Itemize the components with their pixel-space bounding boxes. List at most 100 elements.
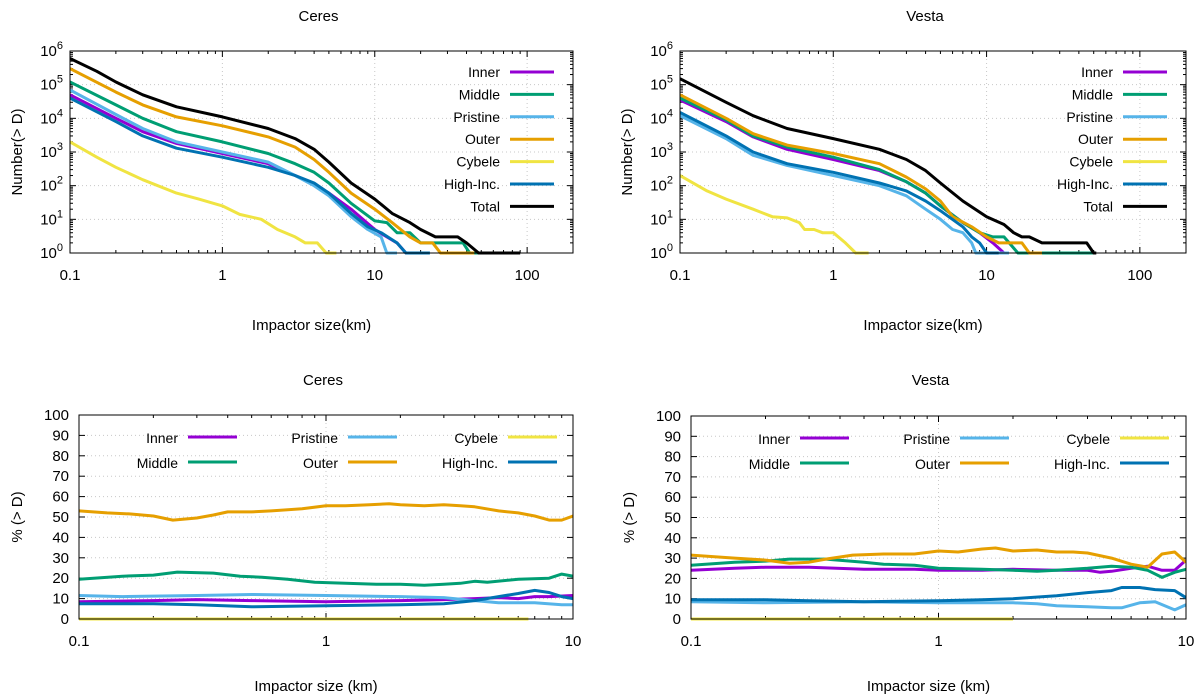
legend-label: Middle	[137, 455, 178, 471]
legend-label: Middle	[749, 456, 790, 472]
chart-title: Vesta	[906, 8, 944, 25]
y-tick-label: 104	[650, 107, 673, 127]
y-axis-label: % (> D)	[9, 491, 26, 542]
y-tick-label: 50	[52, 509, 69, 526]
y-tick-label: 101	[650, 208, 673, 228]
legend-item: High-Inc.	[444, 176, 554, 192]
vesta-percent-chart: 0.1 1 100102030405060708090100VestaImpacto…	[621, 372, 1194, 695]
series-line-pristine	[680, 114, 1009, 255]
legend-label: Total	[1083, 198, 1113, 214]
chart-title: Vesta	[912, 372, 950, 389]
legend-label: Outer	[465, 131, 500, 147]
y-tick-label: 40	[52, 529, 69, 546]
legend-label: Outer	[303, 455, 338, 471]
series-line-total	[70, 57, 521, 255]
x-tick-label: 100	[1127, 267, 1152, 284]
x-axis-label: Impactor size (km)	[867, 678, 990, 695]
plot-frame	[690, 415, 1187, 620]
series-line-outer	[79, 502, 573, 522]
legend-item: Pristine	[291, 430, 397, 446]
legend-label: Inner	[1081, 64, 1113, 80]
series-line-middle	[691, 557, 1186, 579]
y-tick-label: 50	[664, 510, 681, 527]
legend-label: High-Inc.	[442, 455, 498, 471]
legend-item: Inner	[146, 430, 237, 446]
y-tick-label: 103	[650, 141, 673, 161]
legend-item: Cybele	[1069, 154, 1167, 170]
y-tick-label: 60	[664, 489, 681, 506]
y-tick-label: 100	[44, 407, 69, 424]
legend-label: Pristine	[453, 109, 500, 125]
y-axis-label: Number(> D)	[9, 108, 26, 195]
x-axis-label: Impactor size(km)	[863, 317, 982, 334]
series-line-pristine	[79, 593, 573, 607]
legend-label: Total	[470, 198, 500, 214]
legend-label: High-Inc.	[1057, 176, 1113, 192]
legend-label: Cybele	[456, 154, 500, 170]
y-tick-label: 60	[52, 489, 69, 506]
legend-label: Inner	[146, 430, 178, 446]
legend-item: Pristine	[1066, 109, 1167, 125]
y-tick-label: 70	[664, 469, 681, 486]
plot-frame	[78, 414, 574, 620]
x-tick-label: 100	[515, 267, 540, 284]
legend: Inner Middle Pristine Outer Cybele High-Inc. T…	[1057, 64, 1167, 214]
y-tick-label: 30	[52, 550, 69, 567]
legend-label: Inner	[758, 431, 790, 447]
legend: Inner Middle Pristine Outer Cybele High-Inc.	[749, 431, 1169, 472]
y-tick-label: 10	[664, 591, 681, 608]
legend-label: Outer	[1078, 131, 1113, 147]
y-tick-label: 70	[52, 468, 69, 485]
series-line-outer	[691, 546, 1186, 569]
vesta-cumulative-chart: 0.1 1 10 100 100 101 102 103 104 105 106 Vesta Impac…	[619, 8, 1187, 334]
x-tick-label: 0.1	[670, 267, 691, 284]
x-tick-label: 1	[934, 633, 942, 650]
legend-item: Middle	[1072, 86, 1167, 102]
plot-frame	[679, 50, 1187, 254]
legend-item: High-Inc.	[1057, 176, 1167, 192]
y-axis-label: Number(> D)	[619, 108, 636, 195]
legend-item: Outer	[1078, 131, 1167, 147]
x-axis-label: Impactor size (km)	[254, 678, 377, 695]
x-tick-label: 0.1	[681, 633, 702, 650]
series-line-cybele	[680, 174, 869, 255]
y-tick-label: 80	[52, 448, 69, 465]
legend-label: Pristine	[1066, 109, 1113, 125]
y-tick-label: 100	[40, 242, 63, 262]
y-tick-label: 105	[40, 74, 63, 94]
series-line-middle	[680, 96, 1094, 255]
legend-item: Cybele	[456, 154, 554, 170]
series-line-high-inc	[680, 111, 999, 255]
plot-frame	[69, 50, 574, 254]
legend-label: Inner	[468, 64, 500, 80]
y-tick-label: 0	[61, 611, 69, 628]
series-line-pristine	[70, 88, 397, 255]
y-tick-label: 20	[52, 570, 69, 587]
x-tick-label: 10	[1178, 633, 1195, 650]
legend-item: Inner	[1081, 64, 1167, 80]
series-line-high-inc	[691, 586, 1186, 604]
legend-item: Outer	[915, 456, 1009, 472]
legend-label: Cybele	[454, 430, 498, 446]
legend-label: High-Inc.	[1054, 456, 1110, 472]
legend-item: High-Inc.	[1054, 456, 1169, 472]
y-tick-label: 100	[656, 408, 681, 425]
y-tick-label: 90	[52, 427, 69, 444]
legend-item: Total	[470, 198, 554, 214]
x-tick-label: 0.1	[60, 267, 81, 284]
legend-item: Middle	[137, 455, 237, 471]
x-tick-label: 1	[829, 267, 837, 284]
legend-item: Middle	[749, 456, 849, 472]
legend: Inner Middle Pristine Outer Cybele High-Inc.	[137, 430, 557, 471]
series-line-middle	[79, 570, 573, 587]
series-line-inner	[79, 594, 573, 604]
series-line-high-inc	[79, 588, 573, 609]
y-tick-label: 105	[650, 74, 673, 94]
series-line-outer	[680, 93, 1042, 255]
y-tick-label: 20	[664, 570, 681, 587]
series-line-total	[680, 77, 1097, 255]
legend-label: Pristine	[903, 431, 950, 447]
series-line-outer	[70, 67, 475, 255]
y-tick-label: 101	[40, 208, 63, 228]
